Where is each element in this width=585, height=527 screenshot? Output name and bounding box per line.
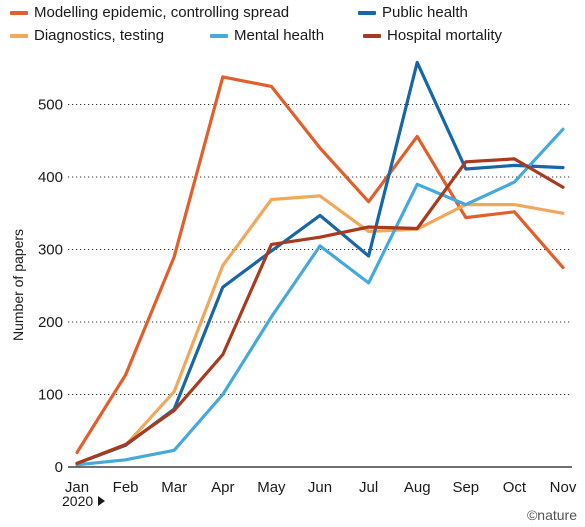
x-tick-label: Jun xyxy=(308,479,332,496)
legend-label: Hospital mortality xyxy=(387,27,503,44)
series-line-3 xyxy=(75,127,565,467)
x-tick-label: Feb xyxy=(113,479,139,496)
legend-label: Mental health xyxy=(234,27,325,44)
legend-label: Public health xyxy=(382,4,468,21)
legend-item: Hospital mortality xyxy=(363,27,502,44)
y-axis-label: Number of papers xyxy=(10,229,26,341)
y-tick-label: 100 xyxy=(38,387,63,404)
y-tick-label: 500 xyxy=(38,97,63,114)
x-tick-label: Jan xyxy=(65,479,89,496)
x-tick-labels: Jan Feb Mar Apr May Jun Jul Aug Sep Oct Nov xyxy=(65,479,577,496)
y-tick-label: 300 xyxy=(38,242,63,259)
y-tick-label: 400 xyxy=(38,169,63,186)
legend-label: Diagnostics, testing xyxy=(34,27,165,44)
x-tick-label: Nov xyxy=(550,479,577,496)
play-triangle-icon xyxy=(98,496,106,506)
nature-credit: ©nature xyxy=(526,507,577,523)
legend-item: Modelling epidemic, controlling spread xyxy=(10,4,289,21)
series-line-0 xyxy=(75,75,565,455)
y-tick-labels: 0 100 200 300 400 500 xyxy=(38,97,63,477)
y-tick-label: 200 xyxy=(38,314,63,331)
legend-item: Mental health xyxy=(210,27,324,44)
series-line-1 xyxy=(75,194,565,465)
series-line-4 xyxy=(75,157,565,465)
x-tick-label: Apr xyxy=(211,479,234,496)
legend-swatch xyxy=(10,10,28,15)
gridlines xyxy=(68,104,572,468)
y-tick-label: 0 xyxy=(55,459,63,476)
x-tick-label: Jul xyxy=(359,479,378,496)
series-line-2 xyxy=(75,60,565,465)
legend-swatch xyxy=(358,10,376,15)
x-tick-label: Sep xyxy=(452,479,479,496)
legend: Modelling epidemic, controlling spread Di… xyxy=(0,0,585,50)
legend-swatch xyxy=(10,33,28,38)
legend-item: Diagnostics, testing xyxy=(10,27,164,44)
x-tick-label: May xyxy=(257,479,286,496)
series-lines xyxy=(75,60,565,467)
x-tick-label: Mar xyxy=(161,479,187,496)
year-label: 2020 xyxy=(62,493,94,509)
legend-swatch xyxy=(363,33,381,38)
legend-swatch xyxy=(210,33,228,38)
x-axis-year: 2020 xyxy=(62,493,106,509)
legend-item: Public health xyxy=(358,4,468,21)
x-tick-label: Aug xyxy=(404,479,431,496)
legend-label: Modelling epidemic, controlling spread xyxy=(34,4,290,21)
x-tick-label: Oct xyxy=(503,479,527,496)
